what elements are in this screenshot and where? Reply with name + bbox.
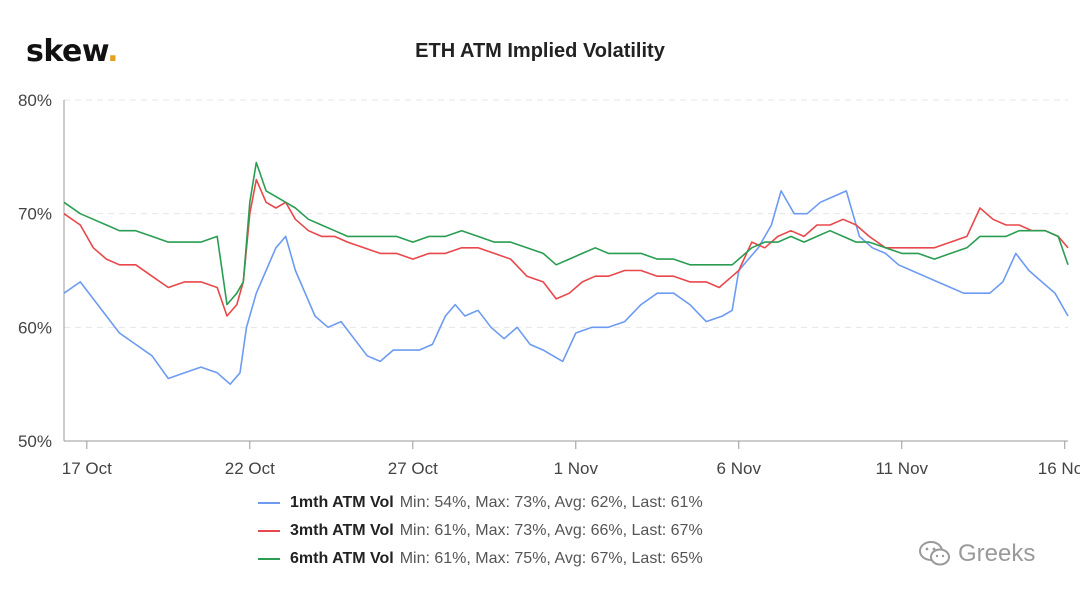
legend-swatch <box>258 530 280 532</box>
chart-title: ETH ATM Implied Volatility <box>415 40 665 62</box>
legend-series-name: 1mth ATM Vol <box>290 494 394 511</box>
y-tick-label: 50% <box>18 432 52 451</box>
series-line-2 <box>63 178 1069 317</box>
series-line-1 <box>63 190 1069 385</box>
x-tick-label: 22 Oct <box>225 459 275 478</box>
x-tick-label: 11 Nov <box>875 459 928 478</box>
series-line-3 <box>63 161 1069 306</box>
watermark: Greeks <box>918 540 1035 568</box>
y-tick-label: 80% <box>18 91 52 110</box>
x-tick-label: 27 Oct <box>388 459 438 478</box>
legend-series-name: 6mth ATM Vol <box>290 550 394 567</box>
legend-series-stats: Min: 61%, Max: 73%, Avg: 66%, Last: 67% <box>399 522 703 539</box>
x-tick-label: 1 Nov <box>554 459 599 478</box>
brand-name: skew <box>26 34 108 69</box>
y-tick-label: 70% <box>18 205 52 224</box>
legend-item[interactable]: 3mth ATM Vol Min: 61%, Max: 73%, Avg: 66%… <box>258 517 703 545</box>
x-tick-label: 6 Nov <box>717 459 762 478</box>
legend-swatch <box>258 558 280 560</box>
legend-series-stats: Min: 61%, Max: 75%, Avg: 67%, Last: 65% <box>399 550 703 567</box>
chart-legend: 1mth ATM Vol Min: 54%, Max: 73%, Avg: 62%… <box>258 489 703 573</box>
legend-item[interactable]: 1mth ATM Vol Min: 54%, Max: 73%, Avg: 62%… <box>258 489 703 517</box>
watermark-text: Greeks <box>958 540 1036 567</box>
x-tick-label: 17 Oct <box>62 459 112 478</box>
x-tick-label: 16 Nov <box>1038 459 1080 478</box>
wechat-icon <box>919 541 950 566</box>
legend-swatch <box>258 502 280 504</box>
brand-dot: . <box>107 34 119 69</box>
legend-series-stats: Min: 54%, Max: 73%, Avg: 62%, Last: 61% <box>399 494 703 511</box>
legend-series-name: 3mth ATM Vol <box>290 522 394 539</box>
brand-logo: skew. <box>26 34 119 69</box>
legend-item[interactable]: 6mth ATM Vol Min: 61%, Max: 75%, Avg: 67%… <box>258 545 703 573</box>
y-tick-label: 60% <box>18 318 52 337</box>
